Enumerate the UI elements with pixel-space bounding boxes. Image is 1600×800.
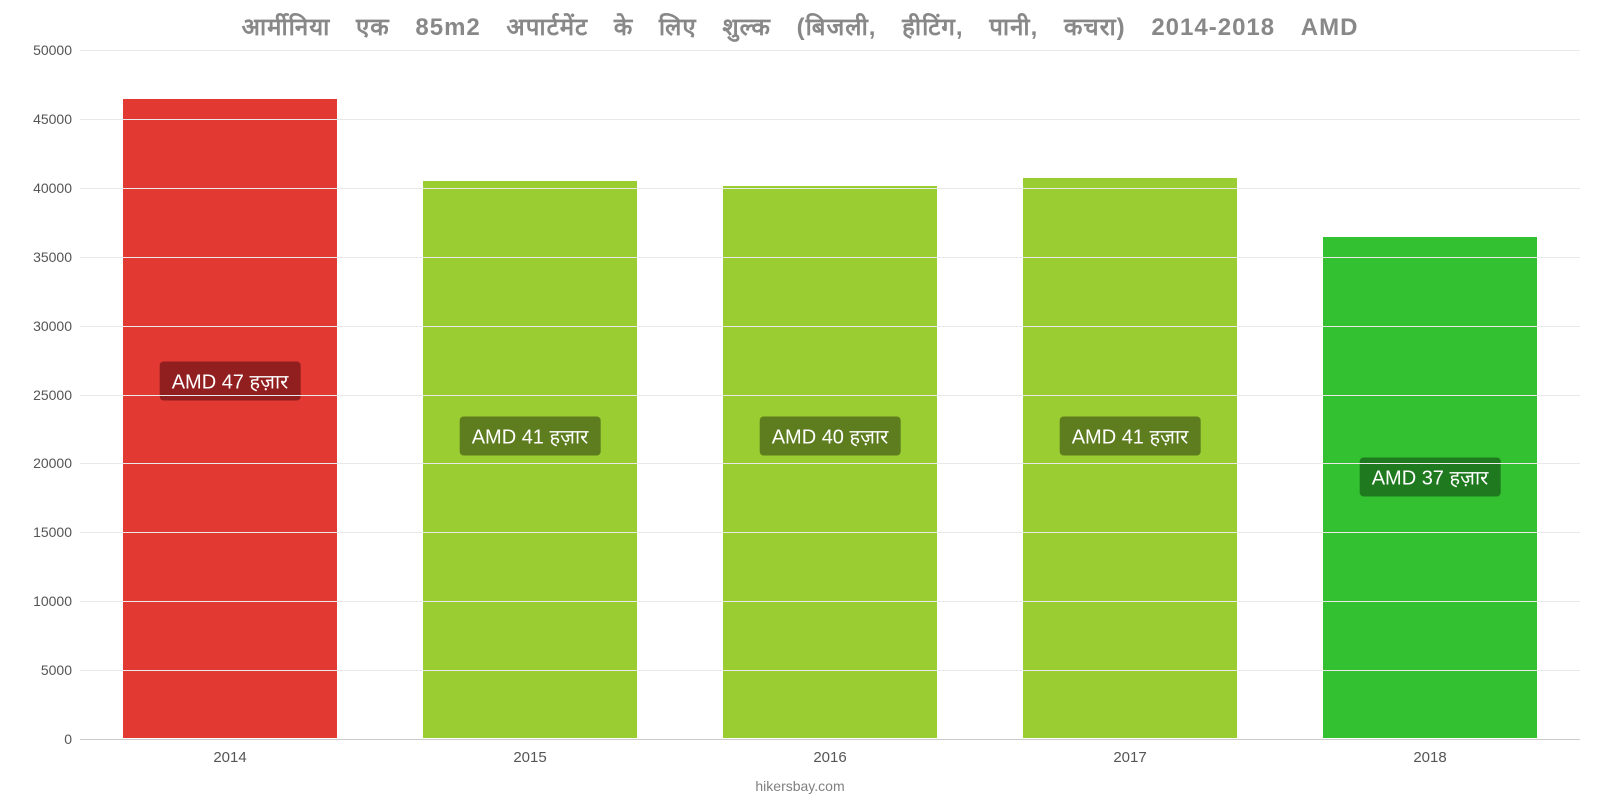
bar: AMD 41 हज़ार: [1022, 177, 1238, 739]
x-axis-label: 2017: [1113, 749, 1146, 766]
gridline: [80, 463, 1580, 464]
y-axis-label: 40000: [33, 180, 72, 196]
bar: AMD 41 हज़ार: [422, 180, 638, 739]
y-axis-label: 50000: [33, 42, 72, 58]
gridline: [80, 601, 1580, 602]
y-axis-label: 15000: [33, 524, 72, 540]
chart-area: AMD 47 हज़ार2014AMD 41 हज़ार2015AMD 40 ह…: [80, 50, 1580, 740]
bar-value-label: AMD 41 हज़ार: [1060, 416, 1201, 455]
x-axis-label: 2015: [513, 749, 546, 766]
bar-value-label: AMD 40 हज़ार: [760, 416, 901, 455]
y-axis-label: 0: [64, 731, 72, 747]
gridline: [80, 50, 1580, 51]
bar: AMD 37 हज़ार: [1322, 236, 1538, 739]
y-axis-label: 5000: [41, 662, 72, 678]
gridline: [80, 326, 1580, 327]
x-axis-label: 2014: [213, 749, 246, 766]
chart-title: आर्मीनिया एक 85m2 अपार्टमेंट के लिए शुल्…: [0, 0, 1600, 43]
gridline: [80, 670, 1580, 671]
gridline: [80, 395, 1580, 396]
gridline: [80, 188, 1580, 189]
footer-credit: hikersbay.com: [755, 778, 844, 794]
gridline: [80, 257, 1580, 258]
gridline: [80, 119, 1580, 120]
y-axis-label: 10000: [33, 593, 72, 609]
x-axis-label: 2016: [813, 749, 846, 766]
bar: AMD 47 हज़ार: [122, 98, 338, 739]
y-axis-label: 25000: [33, 387, 72, 403]
gridline: [80, 532, 1580, 533]
y-axis-label: 20000: [33, 455, 72, 471]
y-axis-label: 45000: [33, 111, 72, 127]
bar: AMD 40 हज़ार: [722, 185, 938, 739]
y-axis-label: 35000: [33, 249, 72, 265]
bar-value-label: AMD 41 हज़ार: [460, 416, 601, 455]
x-axis-label: 2018: [1413, 749, 1446, 766]
y-axis-label: 30000: [33, 318, 72, 334]
plot-region: AMD 47 हज़ार2014AMD 41 हज़ार2015AMD 40 ह…: [80, 50, 1580, 740]
